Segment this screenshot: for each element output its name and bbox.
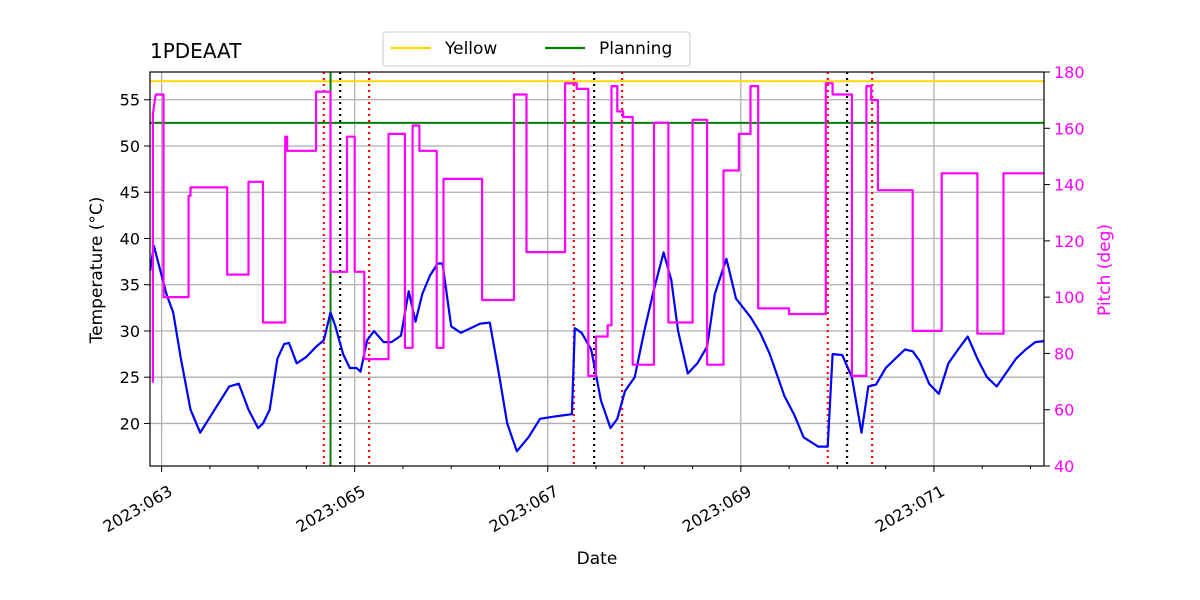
y-right-tick-label: 120 (1054, 232, 1085, 251)
axis-layer: 20 25 30 35 40 45 50 55 40 60 80 100 120 140 160 180 202… (100, 63, 1085, 536)
y-right-tick-label: 180 (1054, 63, 1085, 82)
y-left-tick-label: 25 (120, 368, 140, 387)
x-axis-title: Date (577, 549, 618, 569)
y-right-tick-label: 140 (1054, 176, 1085, 195)
y-right-tick-label: 160 (1054, 119, 1085, 138)
y-left-tick-label: 55 (120, 91, 140, 110)
y-left-tick-label: 35 (120, 276, 140, 295)
y-right-tick-label: 40 (1054, 457, 1074, 476)
y-right-tick-label: 100 (1054, 288, 1085, 307)
y-axis-right-title: Pitch (deg) (1095, 224, 1115, 316)
legend-label-planning: Planning (599, 39, 672, 59)
y-left-tick-label: 45 (120, 183, 140, 202)
x-tick-label: 2023:063 (100, 481, 176, 536)
legend: Yellow Planning (382, 31, 691, 67)
series-temperature (150, 244, 1044, 453)
grid-layer (150, 72, 1044, 466)
chart-title: 1PDEAAT (150, 39, 242, 63)
x-tick-label: 2023:069 (679, 481, 755, 536)
x-tick-label: 2023:071 (872, 481, 948, 536)
series-layer (150, 82, 1044, 453)
y-right-tick-label: 60 (1054, 401, 1074, 420)
legend-label-yellow: Yellow (444, 39, 497, 59)
y-axis-left-title: Temperature (°C) (87, 197, 107, 345)
series-pitch (151, 82, 1044, 383)
y-right-tick-label: 80 (1054, 344, 1074, 363)
x-tick-label: 2023:065 (293, 481, 369, 536)
plot-frame (149, 71, 1045, 467)
y-left-tick-label: 20 (120, 414, 140, 433)
legend-box (382, 31, 691, 67)
y-left-tick-label: 40 (120, 229, 140, 248)
y-left-tick-label: 50 (120, 137, 140, 156)
y-left-tick-label: 30 (120, 322, 140, 341)
x-tick-label: 2023:067 (486, 481, 562, 536)
